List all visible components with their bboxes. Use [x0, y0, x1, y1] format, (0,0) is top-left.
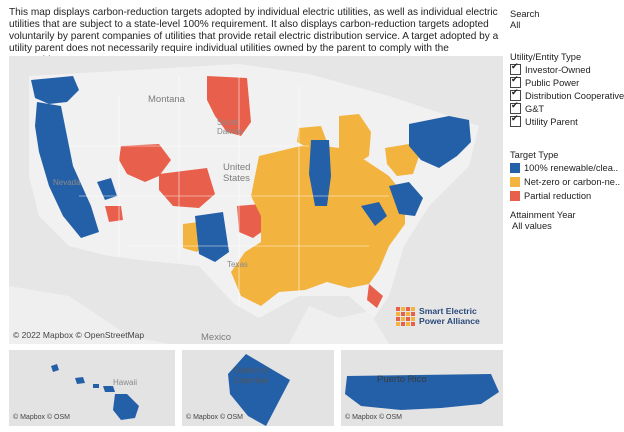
main-map[interactable]: Montana South Dakota Nevada United State… [9, 56, 503, 344]
main-map-canvas [9, 56, 503, 344]
hawaii-islands [51, 364, 139, 420]
renewable-regions [31, 76, 471, 262]
state-boundaries [69, 76, 389, 306]
target-type-label: Target Type [510, 150, 559, 160]
filter-utility-parent[interactable]: Utility Parent [510, 114, 578, 127]
checkbox-checked-icon[interactable] [510, 62, 521, 75]
checkbox-checked-icon[interactable] [510, 101, 521, 114]
map-attribution[interactable]: © 2022 Mapbox © OpenStreetMap [13, 330, 145, 340]
label-dc: District of Columbia [234, 366, 268, 385]
checkbox-checked-icon[interactable] [510, 88, 521, 101]
label-hawaii: Hawaii [113, 378, 138, 387]
inset-hawaii[interactable]: Hawaii © Mapbox © OSM [9, 350, 175, 426]
legend-renewable[interactable]: 100% renewable/clea.. [510, 163, 618, 173]
label-south-dakota: South Dakota [217, 118, 243, 136]
logo-line-1: Smart Electric [419, 306, 477, 316]
inset-dc[interactable]: District of Columbia © Mapbox © OSM [182, 350, 334, 426]
swatch-netzero [510, 177, 520, 187]
inset-puerto-rico[interactable]: Puerto Rico © Mapbox © OSM [341, 350, 503, 426]
dc-shape [228, 354, 290, 426]
entity-type-label: Utility/Entity Type [510, 52, 582, 62]
legend-netzero[interactable]: Net-zero or carbon-ne.. [510, 177, 620, 187]
checkbox-checked-icon[interactable] [510, 114, 521, 127]
dc-attribution[interactable]: © Mapbox © OSM [186, 414, 243, 421]
search-value[interactable]: All [510, 20, 521, 30]
search-label: Search [510, 9, 540, 19]
label-nevada: Nevada [53, 178, 81, 187]
swatch-renewable [510, 163, 520, 173]
attainment-year-value[interactable]: All values [512, 221, 552, 231]
pr-attribution[interactable]: © Mapbox © OSM [345, 414, 402, 421]
swatch-partial [510, 191, 520, 201]
sepa-logo: Smart Electric Power Alliance [396, 306, 480, 326]
label-texas: Texas [227, 260, 248, 269]
checkbox-checked-icon[interactable] [510, 75, 521, 88]
filter-gt[interactable]: G&T [510, 101, 544, 114]
hawaii-attribution[interactable]: © Mapbox © OSM [13, 414, 70, 421]
logo-mark-icon [396, 306, 415, 326]
label-mexico: Mexico [201, 332, 232, 343]
label-montana: Montana [148, 94, 185, 105]
filter-public-power[interactable]: Public Power [510, 75, 579, 88]
filter-investor-owned[interactable]: Investor-Owned [510, 62, 591, 75]
label-united-states: United States [223, 162, 251, 184]
filter-distribution-cooperative[interactable]: Distribution Cooperative [510, 88, 624, 101]
label-puerto-rico: Puerto Rico [377, 374, 427, 385]
puerto-rico-shape [345, 374, 499, 410]
logo-line-2: Power Alliance [419, 316, 480, 326]
attainment-year-label: Attainment Year [510, 210, 576, 220]
legend-partial[interactable]: Partial reduction [510, 191, 591, 201]
netzero-regions [183, 114, 419, 306]
